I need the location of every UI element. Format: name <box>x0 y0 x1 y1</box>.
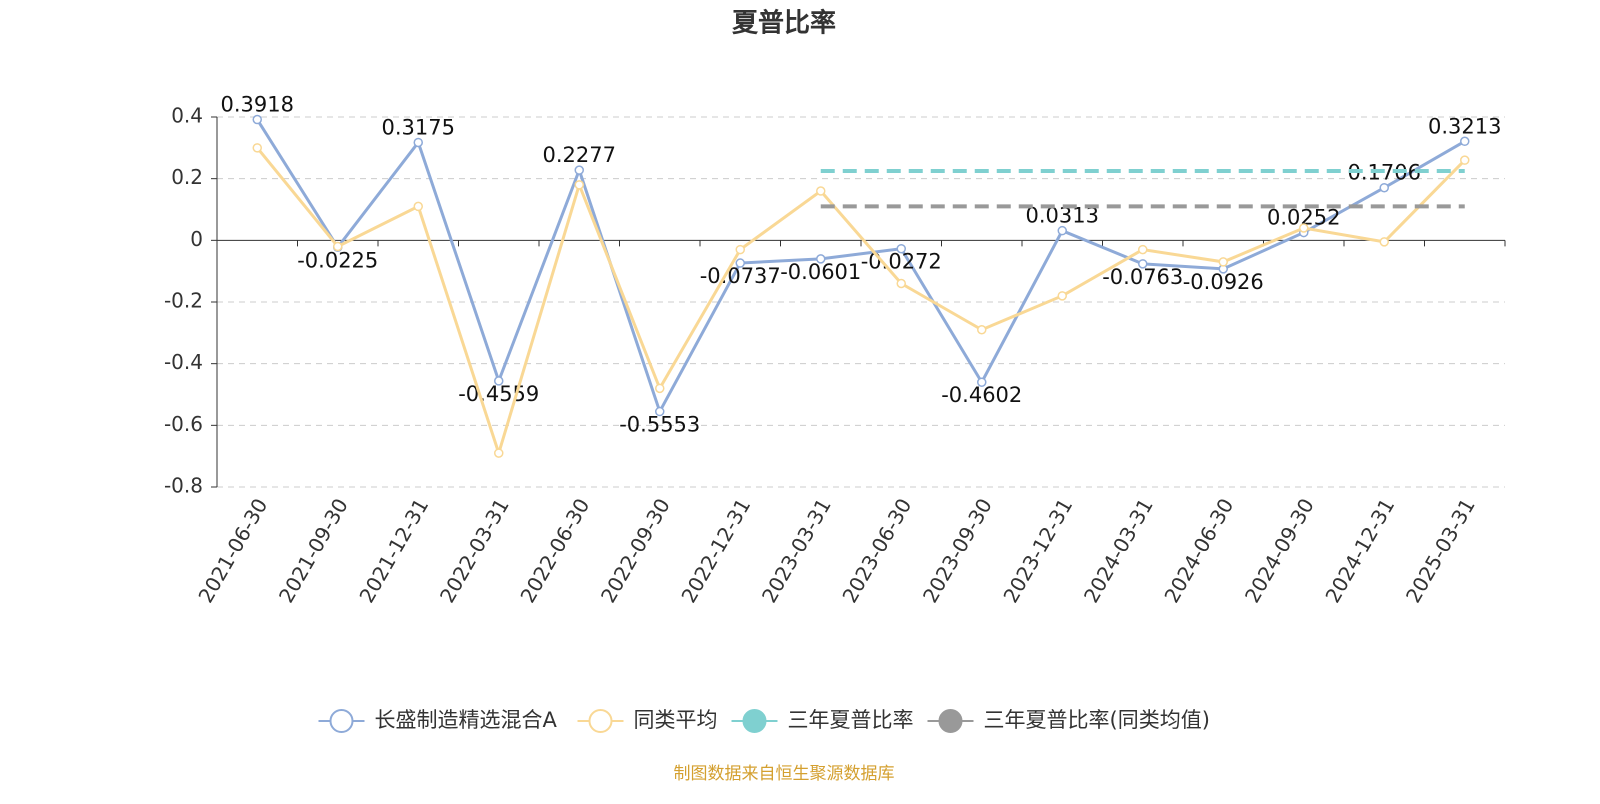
data-point <box>735 258 745 268</box>
legend-marker <box>742 709 767 733</box>
data-label: -0.0926 <box>1183 270 1264 294</box>
data-label: 0.3918 <box>221 93 294 117</box>
x-tick-label: 2021-06-30 <box>193 494 272 607</box>
x-tick-label: 2022-06-30 <box>515 494 594 607</box>
data-point <box>494 376 504 386</box>
data-point <box>574 180 584 190</box>
x-tick-label: 2023-03-31 <box>757 494 836 607</box>
legend-label: 同类平均 <box>634 708 718 732</box>
data-point <box>896 243 906 254</box>
data-point <box>816 254 826 264</box>
data-point <box>252 143 262 153</box>
data-label: 0.2277 <box>543 143 616 167</box>
y-tick-label: -0.8 <box>164 474 203 498</box>
legend-marker <box>329 709 354 733</box>
data-label: -0.4559 <box>458 382 539 406</box>
x-tick-label: 2024-06-30 <box>1159 494 1238 607</box>
legend-label: 三年夏普比率(同类均值) <box>984 708 1210 732</box>
series-line <box>255 118 1466 416</box>
x-tick-label: 2021-12-31 <box>354 494 433 607</box>
x-tick-label: 2022-12-31 <box>676 494 755 607</box>
data-point <box>333 241 343 252</box>
data-point <box>1460 155 1470 165</box>
x-tick-label: 2025-03-31 <box>1401 494 1480 607</box>
data-point <box>1057 291 1067 301</box>
data-point <box>896 278 906 289</box>
legend-label: 长盛制造精选混合A <box>375 708 558 732</box>
y-tick-label: 0 <box>190 227 203 251</box>
data-point <box>574 165 584 175</box>
data-label: -0.0763 <box>1102 265 1183 289</box>
x-tick-label: 2024-09-30 <box>1240 494 1319 607</box>
data-point <box>413 201 423 212</box>
data-point <box>977 325 987 335</box>
data-point <box>1218 257 1228 267</box>
data-point <box>1138 244 1148 255</box>
x-tick-label: 2024-12-31 <box>1320 494 1399 607</box>
data-label: -0.4602 <box>941 383 1022 407</box>
data-point <box>1460 136 1470 147</box>
legend-label: 三年夏普比率 <box>788 708 914 732</box>
y-tick-label: -0.6 <box>164 412 203 436</box>
x-tick-label: 2021-09-30 <box>274 494 353 607</box>
source-note: 制图数据来自恒生聚源数据库 <box>674 764 895 784</box>
data-label: -0.0272 <box>861 250 942 274</box>
x-tick-label: 2022-03-31 <box>435 494 514 607</box>
data-point <box>655 383 665 394</box>
y-tick-label: 0.4 <box>171 104 203 128</box>
data-point <box>1379 237 1389 247</box>
data-point <box>1138 259 1148 269</box>
chart-title: 夏普比率 <box>732 8 836 39</box>
data-point <box>413 137 423 148</box>
x-tick-label: 2023-09-30 <box>918 494 997 607</box>
data-point <box>1379 182 1389 193</box>
data-label: -0.0601 <box>780 260 861 284</box>
y-tick-label: -0.2 <box>164 289 203 313</box>
x-tick-label: 2022-09-30 <box>596 494 675 607</box>
data-point <box>1057 225 1067 236</box>
data-point <box>494 448 504 458</box>
legend-marker <box>938 709 963 733</box>
x-tick-label: 2023-12-31 <box>998 494 1077 607</box>
data-point <box>252 114 262 125</box>
series-line <box>256 146 1466 459</box>
data-label: -0.0225 <box>297 248 378 272</box>
x-tick-label: 2023-06-30 <box>837 494 916 607</box>
data-label: -0.5553 <box>619 413 700 437</box>
data-point <box>735 244 745 255</box>
data-point <box>655 406 665 417</box>
data-point <box>977 377 987 387</box>
data-point <box>1299 223 1309 233</box>
y-tick-label: 0.2 <box>171 165 203 189</box>
x-tick-label: 2024-03-31 <box>1079 494 1158 607</box>
y-tick-label: -0.4 <box>164 350 203 374</box>
legend-marker <box>588 709 613 733</box>
data-label: 0.3175 <box>382 115 455 139</box>
data-label: -0.0737 <box>700 264 781 288</box>
data-point <box>816 186 826 196</box>
data-label: 0.3213 <box>1428 114 1501 138</box>
